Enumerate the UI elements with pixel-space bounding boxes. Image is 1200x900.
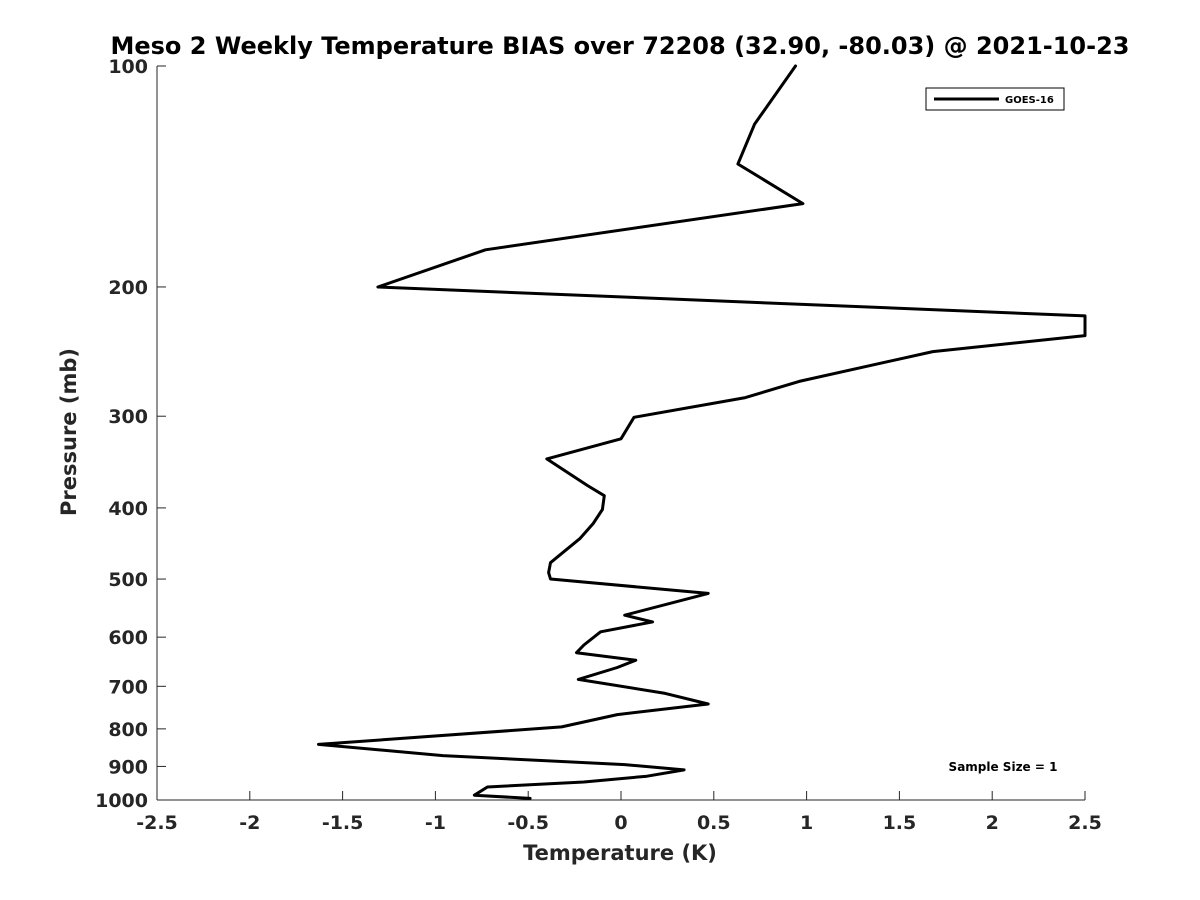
x-tick-label: -1	[425, 812, 446, 834]
y-tick-label: 300	[108, 406, 148, 428]
x-tick-label: 2	[986, 812, 999, 834]
chart-title: Meso 2 Weekly Temperature BIAS over 7220…	[110, 32, 1129, 60]
x-tick-label: 1.5	[883, 812, 917, 834]
x-axis-label: Temperature (K)	[523, 841, 717, 865]
x-tick-label: -2.5	[136, 812, 178, 834]
x-tick-label: 2.5	[1068, 812, 1102, 834]
series-layer	[317, 64, 1087, 800]
y-tick-label: 400	[108, 498, 148, 520]
sample-size-annotation: Sample Size = 1	[949, 760, 1058, 774]
x-tick-label: 0	[614, 812, 627, 834]
legend-entry-goes-16: GOES-16	[1005, 95, 1054, 106]
y-tick-label: 600	[108, 627, 148, 649]
y-tick-label: 900	[108, 756, 148, 778]
x-tick-label: 0.5	[697, 812, 731, 834]
legend: GOES-16	[925, 87, 1065, 111]
x-tick-label: -0.5	[507, 812, 549, 834]
y-tick-label: 700	[108, 676, 148, 698]
x-axis-ticks: -2.5 -2 -1.5 -1 -0.5 0 0.5 1 1.5 2 2.5	[136, 791, 1102, 834]
y-tick-label: 800	[108, 719, 148, 741]
y-tick-label: 100	[108, 56, 148, 78]
x-tick-label: 1	[800, 812, 813, 834]
y-axis-label: Pressure (mb)	[57, 348, 81, 516]
plot-axes	[156, 66, 1085, 801]
series-line-0	[317, 64, 1087, 800]
x-tick-label: -2	[239, 812, 260, 834]
y-axis-ticks: 100 200 300 400 500 600 700 800 900 1000	[95, 56, 166, 812]
y-tick-label: 200	[108, 277, 148, 299]
y-tick-label: 1000	[95, 790, 148, 812]
y-tick-label: 500	[108, 569, 148, 591]
x-tick-label: -1.5	[322, 812, 364, 834]
